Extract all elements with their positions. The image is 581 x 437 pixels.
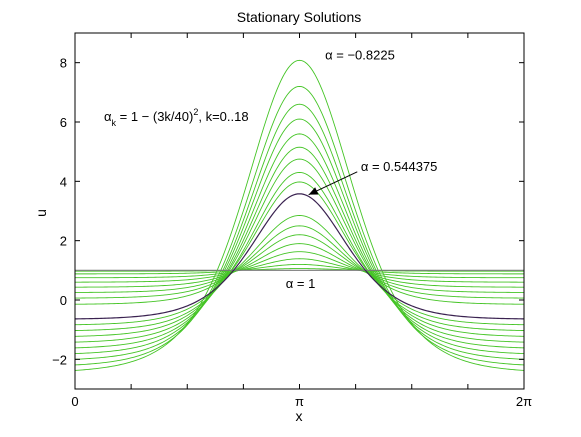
- series-curve-k2: [75, 263, 524, 275]
- y-tick-label: −2: [52, 352, 67, 367]
- y-tick-label: 6: [60, 115, 67, 130]
- x-axis-label: x: [296, 408, 303, 424]
- series-layer: [75, 59, 524, 371]
- y-tick-label: 8: [60, 56, 67, 71]
- series-curve-k6: [75, 234, 524, 293]
- y-tick-label: 4: [60, 174, 67, 189]
- series-curve-k7: [75, 225, 524, 299]
- series-curve-k1: [75, 268, 524, 272]
- series-curve-k10: [75, 181, 524, 326]
- series-curve-k16: [75, 103, 524, 360]
- y-axis-label: u: [33, 209, 49, 217]
- x-tick-label: 0: [71, 394, 78, 409]
- y-tick-label: 2: [60, 234, 67, 249]
- series-curve-k5: [75, 243, 524, 288]
- series-curve-highlight: [75, 193, 524, 320]
- y-tick-label: 0: [60, 293, 67, 308]
- annotations: α = −0.8225 α = 0.544375 α = 1 αk = 1 − (3k…: [104, 48, 437, 291]
- series-curve-k3: [75, 258, 524, 279]
- chart-title: Stationary Solutions: [237, 9, 362, 25]
- annotation-alpha-one: α = 1: [286, 276, 316, 291]
- series-curve-k8: [75, 214, 524, 305]
- annotation-family-formula: αk = 1 − (3k/40)2, k=0..18: [104, 107, 249, 128]
- series-curve-k11: [75, 171, 524, 331]
- series-curve-k4: [75, 251, 524, 283]
- annotation-alpha-highlight: α = 0.544375: [361, 159, 438, 174]
- series-curve-k15: [75, 118, 524, 355]
- series-curve-k18: [75, 59, 524, 371]
- x-tick-label: π: [295, 394, 304, 409]
- series-curve-k13: [75, 146, 524, 343]
- ticks: 0 π 2π −2 0 2 4 6 8: [52, 33, 532, 409]
- annotation-arrow-head: [308, 187, 319, 195]
- series-curve-k14: [75, 133, 524, 349]
- series-curve-k17: [75, 85, 524, 366]
- annotation-alpha-min: α = −0.8225: [325, 48, 395, 63]
- series-curve-k12: [75, 158, 524, 337]
- x-tick-label: 2π: [516, 394, 532, 409]
